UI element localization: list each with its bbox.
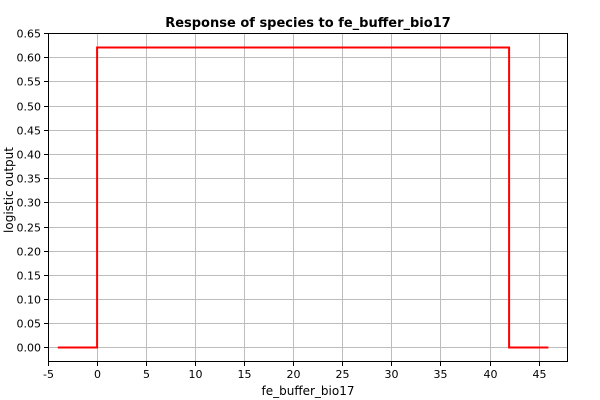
y-tick-label: 0.60 — [17, 52, 42, 65]
y-tick-label: 0.65 — [17, 28, 42, 41]
x-tick-label: 35 — [434, 368, 448, 381]
y-tick-label: 0.05 — [17, 318, 42, 331]
y-tick-label: 0.00 — [17, 342, 42, 355]
y-tick-label: 0.45 — [17, 125, 42, 138]
plot-frame — [48, 33, 568, 362]
chart-title: Response of species to fe_buffer_bio17 — [165, 16, 451, 31]
y-tick-label: 0.50 — [17, 101, 42, 114]
plot-area — [48, 33, 568, 362]
x-tick-label: 5 — [143, 368, 150, 381]
x-tick-label: 0 — [94, 368, 101, 381]
x-axis-ticks: -5 0 5 10 15 20 25 30 35 40 45 — [43, 362, 547, 381]
x-axis-label: fe_buffer_bio17 — [262, 384, 355, 398]
series-line — [57, 46, 549, 349]
y-tick-label: 0.30 — [17, 197, 42, 210]
y-tick-label: 0.15 — [17, 270, 42, 283]
y-tick-label: 0.35 — [17, 173, 42, 186]
x-tick-label: 25 — [336, 368, 350, 381]
x-tick-label: 20 — [287, 368, 301, 381]
x-tick-label: 40 — [484, 368, 498, 381]
x-tick-label: 15 — [238, 368, 252, 381]
y-tick-label: 0.20 — [17, 246, 42, 259]
x-tick-label: 45 — [533, 368, 547, 381]
y-axis-ticks: 0.00 0.05 0.10 0.15 0.20 0.25 0.30 0.35 0.40 0.45… — [17, 28, 48, 355]
x-tick-label: 30 — [385, 368, 399, 381]
series-layer — [57, 46, 549, 349]
y-tick-label: 0.25 — [17, 222, 42, 235]
x-tick-label: -5 — [43, 368, 54, 381]
y-tick-label: 0.55 — [17, 76, 42, 89]
grid — [48, 33, 568, 362]
y-axis-label: logistic output — [2, 147, 16, 233]
x-tick-label: 10 — [189, 368, 203, 381]
y-tick-label: 0.40 — [17, 149, 42, 162]
y-tick-label: 0.10 — [17, 294, 42, 307]
